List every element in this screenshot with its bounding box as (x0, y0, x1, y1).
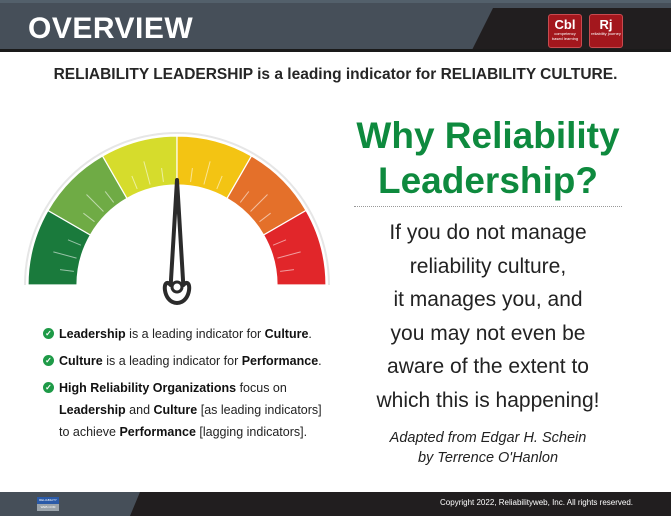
text: . (308, 327, 312, 341)
gauge-segment (262, 209, 327, 286)
gauge-tick (104, 191, 115, 203)
gauge-tick (190, 167, 193, 182)
gauge-tick (161, 167, 164, 182)
gauge-tick (203, 161, 211, 185)
check-circle-icon: ✓ (43, 355, 54, 366)
gauge-tick (86, 194, 104, 212)
bold-text: Culture (153, 403, 198, 417)
heading-line: Leadership? (378, 160, 598, 201)
text: [lagging indicators]. (195, 425, 308, 439)
gauge-tick (83, 212, 95, 223)
attribution: Adapted from Edgar H. Schein by Terrence… (340, 428, 636, 468)
gauge-needle (162, 178, 192, 305)
quote-line: you may not even be (390, 321, 586, 345)
gauge-tick (67, 239, 82, 246)
quote-text: If you do not manage reliability culture… (340, 216, 636, 417)
gauge-tick (277, 251, 301, 259)
text: is a leading indicator for (125, 327, 265, 341)
subtitle: RELIABILITY LEADERSHIP is a leading indi… (53, 66, 618, 83)
attribution-line: Adapted from Edgar H. Schein (389, 430, 587, 446)
quote-line: which this is happening! (376, 388, 600, 412)
gauge-tick (272, 239, 287, 246)
quote-line: aware of the extent to (387, 355, 589, 378)
quote-line: reliability culture, (409, 254, 567, 278)
page-title: OVERVIEW (28, 12, 194, 45)
logo-top: RELIABILITY (37, 497, 59, 504)
bullet-item: ✓ Culture is a leading indicator for Per… (43, 350, 329, 372)
bullet-item: ✓ Leadership is a leading indicator for … (43, 323, 329, 345)
bold-text: High Reliability Organizations (59, 381, 237, 395)
reliabilityweb-logo[interactable]: RELIABILITY WEB.COM (37, 497, 59, 511)
gauge-tick (250, 194, 268, 212)
footer-bar (0, 492, 671, 516)
copyright-text: Copyright 2022, Reliabilityweb, Inc. All… (440, 498, 633, 507)
bold-text: Performance (119, 425, 196, 439)
gauge-tick (59, 269, 74, 272)
logo-bottom: WEB.COM (37, 504, 59, 511)
badge-caption: reliability journey (591, 31, 621, 36)
text: [as leading indicators] to achieve (59, 403, 322, 439)
gauge-tick (53, 251, 77, 259)
bold-text: Culture (264, 327, 309, 341)
text: . (318, 354, 322, 368)
bullet-item: ✓ High Reliability Organizations focus o… (43, 377, 329, 443)
quote-line: it manages you, and (393, 288, 583, 311)
bold-text: Leadership (59, 327, 126, 341)
gauge-needle-hub (170, 280, 184, 294)
gauge-tick (280, 269, 295, 272)
text: is a leading indicator for (102, 354, 242, 368)
header-top-band (0, 0, 671, 3)
bullet-list: ✓ Leadership is a leading indicator for … (43, 323, 329, 448)
rj-badge-logo[interactable]: Rj reliability journey (589, 14, 623, 48)
why-heading: Why Reliability Leadership? (340, 113, 636, 203)
attribution-line: by Terrence O'Hanlon (417, 450, 559, 466)
badge-label: Cbl (554, 17, 576, 32)
gauge-outer-rim (24, 132, 330, 286)
bold-text: Culture (59, 354, 103, 368)
bold-text: Leadership (59, 403, 126, 417)
gauge-tick (143, 161, 151, 185)
heading-line: Why Reliability (356, 115, 620, 156)
cbl-badge-logo[interactable]: Cbl competency based learning (548, 14, 582, 48)
badge-label: Rj (599, 17, 613, 32)
check-circle-icon: ✓ (43, 382, 54, 393)
text: focus on (236, 381, 287, 395)
header-bar: OVERVIEW Cbl competency based learning R… (0, 0, 671, 52)
footer-light-panel (0, 492, 140, 516)
header-bottom-line (0, 49, 671, 52)
gauge-meter (24, 132, 330, 305)
gauge-tick (239, 191, 250, 203)
dotted-divider (354, 206, 622, 207)
gauge-tick (216, 175, 223, 190)
gauge-tick (131, 175, 138, 190)
text: and (125, 403, 154, 417)
bold-text: Performance (241, 354, 319, 368)
badge-caption: competency based learning (551, 31, 579, 41)
check-circle-icon: ✓ (43, 328, 54, 339)
quote-line: If you do not manage (389, 221, 587, 244)
gauge-tick (259, 212, 271, 223)
